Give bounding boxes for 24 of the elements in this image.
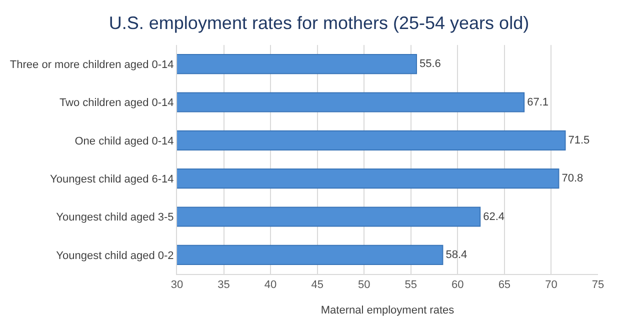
y-tick-label: Youngest child aged 3-5 [56,212,174,224]
data-label: 67.1 [527,96,549,108]
data-label: 71.5 [568,134,590,146]
x-tick-label: 50 [358,279,370,292]
x-tick-label: 55 [404,279,418,292]
x-tick-label: 40 [264,279,277,292]
y-tick-label: Youngest child aged 0-2 [56,250,174,262]
x-tick-label: 60 [452,279,464,292]
y-tick-label: Youngest child aged 6-14 [50,173,174,186]
x-tick-label: 35 [218,279,230,292]
x-axis-title: Maternal employment rates [320,304,455,316]
data-label: 55.6 [420,58,441,70]
data-label: 62.4 [483,210,505,223]
data-label: 58.4 [446,248,468,261]
y-tick-label: Three or more children aged 0-14 [10,58,174,71]
x-tick-label: 70 [545,279,558,292]
data-label: 70.8 [562,172,584,185]
x-tick-label: 75 [592,279,604,292]
chart-title: U.S. employment rates for mothers (25-54 years old) [108,12,530,33]
x-tick-label: 30 [170,279,184,292]
x-tick-label: 45 [311,279,324,292]
y-tick-label: One child aged 0-14 [74,135,174,148]
y-tick-label: Two children aged 0-14 [59,97,174,110]
x-tick-label: 65 [498,279,511,292]
